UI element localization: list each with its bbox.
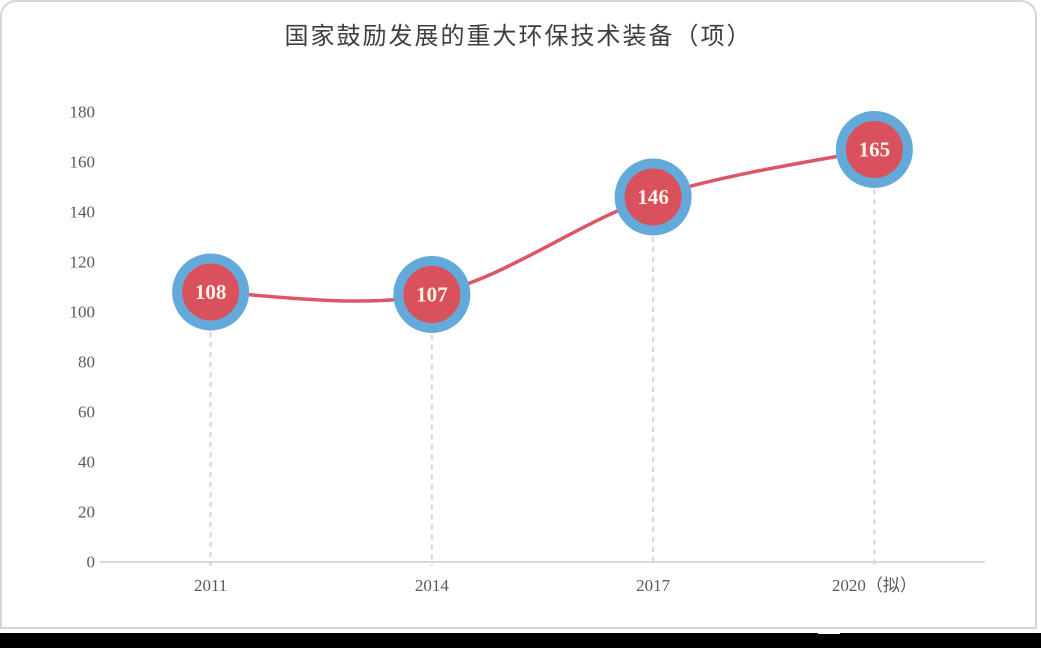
chart-title: 国家鼓励发展的重大环保技术装备（项） — [284, 24, 753, 50]
y-tick-label: 140 — [70, 203, 96, 222]
x-tick-label: 2017 — [636, 576, 671, 595]
bottom-bar-notch — [818, 630, 840, 634]
bottom-black-bar — [0, 633, 1041, 648]
x-tick-label: 2011 — [194, 576, 227, 595]
x-tick-label: 2020（拟） — [832, 576, 917, 595]
data-point-label: 165 — [859, 138, 891, 162]
data-point-marker — [393, 256, 471, 333]
y-tick-label: 80 — [78, 353, 95, 372]
data-point-marker — [172, 253, 250, 331]
data-point-marker — [835, 111, 913, 188]
y-tick-label: 0 — [87, 553, 96, 572]
y-tick-label: 160 — [70, 153, 96, 172]
y-tick-label: 180 — [70, 103, 96, 122]
y-tick-label: 60 — [78, 403, 95, 422]
data-point-marker — [614, 158, 692, 236]
data-point-label: 108 — [195, 280, 227, 304]
data-point-label: 107 — [416, 283, 448, 307]
y-tick-label: 120 — [70, 253, 96, 272]
y-tick-label: 100 — [70, 303, 96, 322]
line-chart: 0 20 40 60 80 100 120 140 160 180 2011 2014 2017 2020… — [70, 103, 985, 595]
series-line — [210, 147, 875, 303]
y-tick-label: 40 — [78, 453, 95, 472]
x-tick-label: 2014 — [415, 576, 450, 595]
chart-card — [0, 0, 1037, 629]
y-tick-label: 20 — [78, 503, 95, 522]
data-point-label: 146 — [637, 185, 669, 209]
